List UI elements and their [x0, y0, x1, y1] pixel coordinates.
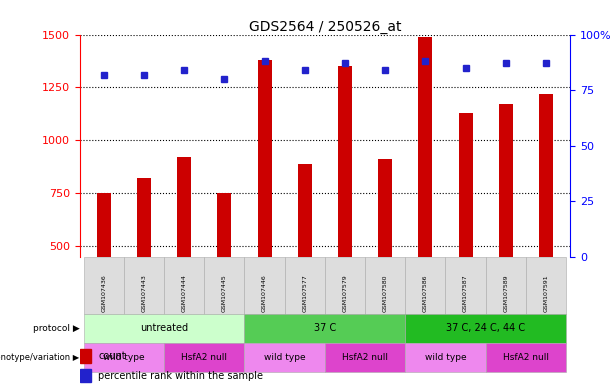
Bar	[177, 157, 191, 257]
Text: GSM107579: GSM107579	[343, 274, 348, 312]
Text: GSM107436: GSM107436	[101, 274, 106, 312]
Bar	[245, 257, 284, 314]
Text: GSM107446: GSM107446	[262, 274, 267, 312]
Text: wild type: wild type	[103, 353, 145, 362]
Bar	[245, 314, 405, 343]
Bar	[124, 257, 164, 314]
Bar	[80, 369, 91, 382]
Bar	[84, 343, 164, 372]
Bar	[204, 257, 245, 314]
Bar	[325, 257, 365, 314]
Bar	[526, 257, 566, 314]
Text: HsfA2 null: HsfA2 null	[181, 353, 227, 362]
Text: GSM107577: GSM107577	[302, 274, 307, 312]
Text: GSM107587: GSM107587	[463, 274, 468, 312]
Bar	[378, 159, 392, 257]
Bar	[338, 66, 352, 257]
Text: GSM107591: GSM107591	[544, 274, 549, 312]
Text: percentile rank within the sample: percentile rank within the sample	[98, 371, 263, 381]
Text: GSM107443: GSM107443	[142, 274, 147, 312]
Bar	[405, 343, 485, 372]
Text: wild type: wild type	[264, 353, 305, 362]
Bar	[325, 343, 405, 372]
Title: GDS2564 / 250526_at: GDS2564 / 250526_at	[249, 20, 401, 33]
Bar	[446, 257, 485, 314]
Text: 37 C: 37 C	[314, 323, 336, 333]
Bar	[405, 314, 566, 343]
Text: HsfA2 null: HsfA2 null	[342, 353, 388, 362]
Bar	[284, 257, 325, 314]
Bar	[499, 104, 513, 257]
Bar	[418, 37, 432, 257]
Text: GSM107444: GSM107444	[181, 274, 187, 312]
Bar	[405, 257, 446, 314]
Bar	[164, 257, 204, 314]
Bar	[539, 94, 553, 257]
Bar	[84, 257, 124, 314]
Bar	[485, 343, 566, 372]
Bar	[245, 343, 325, 372]
Text: HsfA2 null: HsfA2 null	[503, 353, 549, 362]
Bar	[84, 314, 245, 343]
Text: 37 C, 24 C, 44 C: 37 C, 24 C, 44 C	[446, 323, 525, 333]
Bar	[218, 193, 232, 257]
Text: GSM107580: GSM107580	[383, 274, 387, 312]
Text: genotype/variation ▶: genotype/variation ▶	[0, 353, 80, 362]
Bar	[164, 343, 245, 372]
Bar	[459, 113, 473, 257]
Text: untreated: untreated	[140, 323, 188, 333]
Text: GSM107589: GSM107589	[503, 274, 508, 312]
Bar	[485, 257, 526, 314]
Bar	[137, 179, 151, 257]
Text: GSM107586: GSM107586	[423, 274, 428, 312]
Bar	[365, 257, 405, 314]
Text: wild type: wild type	[425, 353, 466, 362]
Bar	[257, 60, 272, 257]
Bar	[97, 193, 111, 257]
Bar	[298, 164, 312, 257]
Text: count: count	[98, 351, 126, 361]
Text: GSM107445: GSM107445	[222, 274, 227, 312]
Text: protocol ▶: protocol ▶	[33, 324, 80, 333]
Bar	[80, 349, 91, 363]
